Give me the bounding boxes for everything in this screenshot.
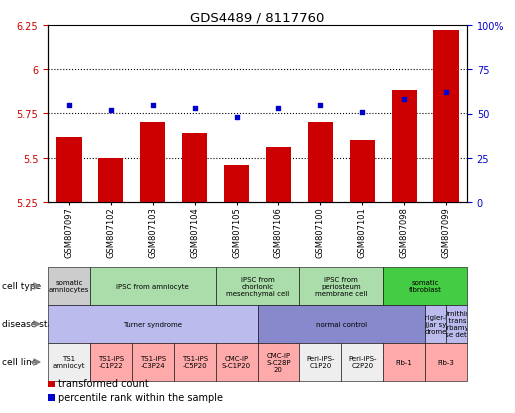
- Text: percentile rank within the sample: percentile rank within the sample: [58, 392, 223, 402]
- Point: [316, 102, 324, 109]
- Text: somatic
fibroblast: somatic fibroblast: [409, 280, 441, 293]
- Text: transformed count: transformed count: [58, 378, 149, 388]
- Bar: [350, 141, 375, 202]
- Bar: [48, 394, 55, 401]
- Text: Fib-3: Fib-3: [438, 359, 454, 365]
- Point: [149, 102, 157, 109]
- Text: TS1
amniocyt: TS1 amniocyt: [53, 356, 85, 369]
- Point: [358, 109, 366, 116]
- Bar: [266, 148, 291, 202]
- Text: TS1-iPS
-C1P22: TS1-iPS -C1P22: [98, 356, 124, 369]
- Point: [400, 97, 408, 103]
- Point: [274, 106, 283, 112]
- Text: Turner syndrome: Turner syndrome: [123, 321, 182, 327]
- Point: [442, 90, 450, 96]
- Bar: [182, 134, 207, 202]
- Point: [65, 102, 73, 109]
- Bar: [98, 158, 124, 202]
- Text: TS1-iPS
-C3P24: TS1-iPS -C3P24: [140, 356, 166, 369]
- Text: iPSC from
chorionic
mesenchymal cell: iPSC from chorionic mesenchymal cell: [226, 276, 289, 296]
- Bar: [56, 137, 81, 202]
- Text: somatic
amniocytes: somatic amniocytes: [49, 280, 89, 293]
- Point: [232, 114, 241, 121]
- Point: [107, 107, 115, 114]
- Bar: [308, 123, 333, 202]
- Point: [191, 106, 199, 112]
- Text: iPSC from
periosteum
membrane cell: iPSC from periosteum membrane cell: [315, 276, 368, 296]
- Text: Peri-iPS-
C2P20: Peri-iPS- C2P20: [348, 356, 376, 369]
- Text: CMC-iP
S-C28P
20: CMC-iP S-C28P 20: [266, 352, 291, 372]
- Text: Crigler-N
ajjar syn
drome: Crigler-N ajjar syn drome: [420, 314, 451, 334]
- Bar: [48, 380, 55, 387]
- Text: Peri-iPS-
C1P20: Peri-iPS- C1P20: [306, 356, 335, 369]
- Text: cell type: cell type: [3, 282, 42, 291]
- Text: cell line: cell line: [3, 358, 38, 367]
- Bar: [434, 31, 459, 202]
- Text: iPSC from amniocyte: iPSC from amniocyte: [116, 283, 189, 289]
- Bar: [391, 91, 417, 202]
- Text: Fib-1: Fib-1: [396, 359, 413, 365]
- Text: Ornithin
e transc
arbamyl
ase detic: Ornithin e transc arbamyl ase detic: [441, 311, 472, 338]
- Bar: [224, 166, 249, 202]
- Bar: [140, 123, 165, 202]
- Text: disease state: disease state: [3, 320, 63, 329]
- Text: TS1-iPS
-C5P20: TS1-iPS -C5P20: [182, 356, 208, 369]
- Text: normal control: normal control: [316, 321, 367, 327]
- Title: GDS4489 / 8117760: GDS4489 / 8117760: [191, 12, 324, 25]
- Text: CMC-iP
S-C1P20: CMC-iP S-C1P20: [222, 356, 251, 369]
